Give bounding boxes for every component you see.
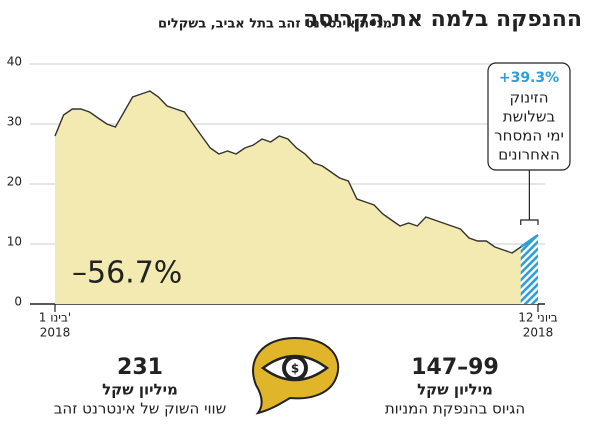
line <box>54 90 539 254</box>
x-tick-label: 12 ביוני <box>518 311 558 325</box>
y-tick-label: 10 <box>7 235 22 249</box>
x-tick-label: 1 בינו' <box>39 311 71 325</box>
annotation-box <box>487 62 571 171</box>
area <box>55 91 538 304</box>
y-tick-label: 0 <box>14 295 22 309</box>
stat-label: שווי השוק של אינטרנט זהב <box>54 400 227 418</box>
chart-title: ההנפקה בלמה את הקריסה <box>303 7 582 32</box>
annotation-text: הזינוק <box>509 89 548 107</box>
highlight-line <box>520 233 539 249</box>
y-tick-label: 40 <box>7 55 22 69</box>
x-tick-year: 2018 <box>40 326 71 340</box>
highlight-area <box>520 235 538 304</box>
svg-text:$: $ <box>291 362 299 376</box>
y-tick-label: 20 <box>7 175 22 189</box>
change-label: –56.7% <box>72 256 182 291</box>
chart-subtitle: מניית אינטרנט זהב בתל אביב, בשקלים <box>158 17 392 32</box>
stat-value: 147–99 <box>411 355 499 380</box>
eye-icon: $ <box>252 336 340 415</box>
y-tick-label: 30 <box>7 115 22 129</box>
stat-value: 231 <box>117 355 163 380</box>
annotation-text: בשלושת <box>503 108 556 126</box>
stat-label: הגיוס בהנפקת המניות <box>385 400 525 418</box>
annotation-text: ימי המסחר <box>494 127 564 145</box>
stat-unit: מיליון שקל <box>417 381 493 399</box>
x-tick-year: 2018 <box>523 326 554 340</box>
stat-unit: מיליון שקל <box>102 381 178 399</box>
bracket <box>520 170 539 225</box>
highlight-value: +39.3% <box>499 70 559 86</box>
annotation-text: האחרונים <box>498 146 560 164</box>
